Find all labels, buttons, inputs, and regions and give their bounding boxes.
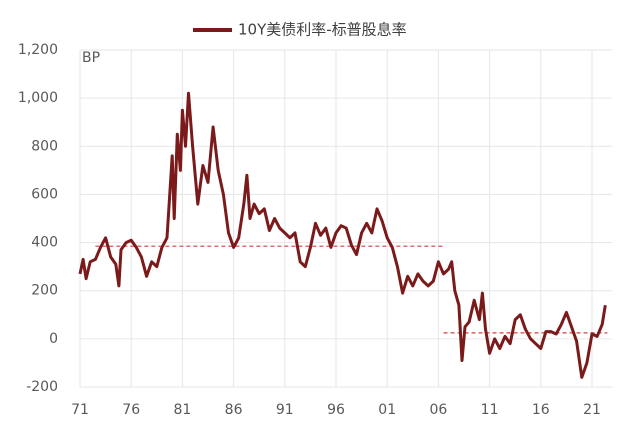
series-line bbox=[78, 91, 607, 379]
legend-label: 10Y美债利率-标普股息率 bbox=[238, 21, 407, 39]
x-tick-label: 96 bbox=[327, 402, 345, 418]
x-tick-label: 06 bbox=[429, 402, 447, 418]
y-tick-label: 0 bbox=[49, 331, 58, 347]
unit-label: BP bbox=[82, 50, 100, 66]
x-tick-label: 81 bbox=[173, 402, 191, 418]
y-tick-label: 800 bbox=[31, 138, 58, 154]
y-tick-label: 600 bbox=[31, 186, 58, 202]
x-tick-label: 76 bbox=[122, 402, 140, 418]
x-tick-label: 91 bbox=[276, 402, 294, 418]
x-tick-label: 11 bbox=[481, 402, 499, 418]
y-tick-label: 1,000 bbox=[18, 90, 58, 106]
x-tick-label: 86 bbox=[225, 402, 243, 418]
y-tick-label: 1,200 bbox=[18, 42, 58, 58]
x-tick-label: 16 bbox=[532, 402, 550, 418]
x-tick-label: 71 bbox=[71, 402, 89, 418]
x-tick-label: 21 bbox=[583, 402, 601, 418]
y-tick-label: -200 bbox=[26, 379, 58, 395]
x-tick-label: 01 bbox=[378, 402, 396, 418]
y-tick-label: 400 bbox=[31, 235, 58, 251]
y-tick-label: 200 bbox=[31, 283, 58, 299]
